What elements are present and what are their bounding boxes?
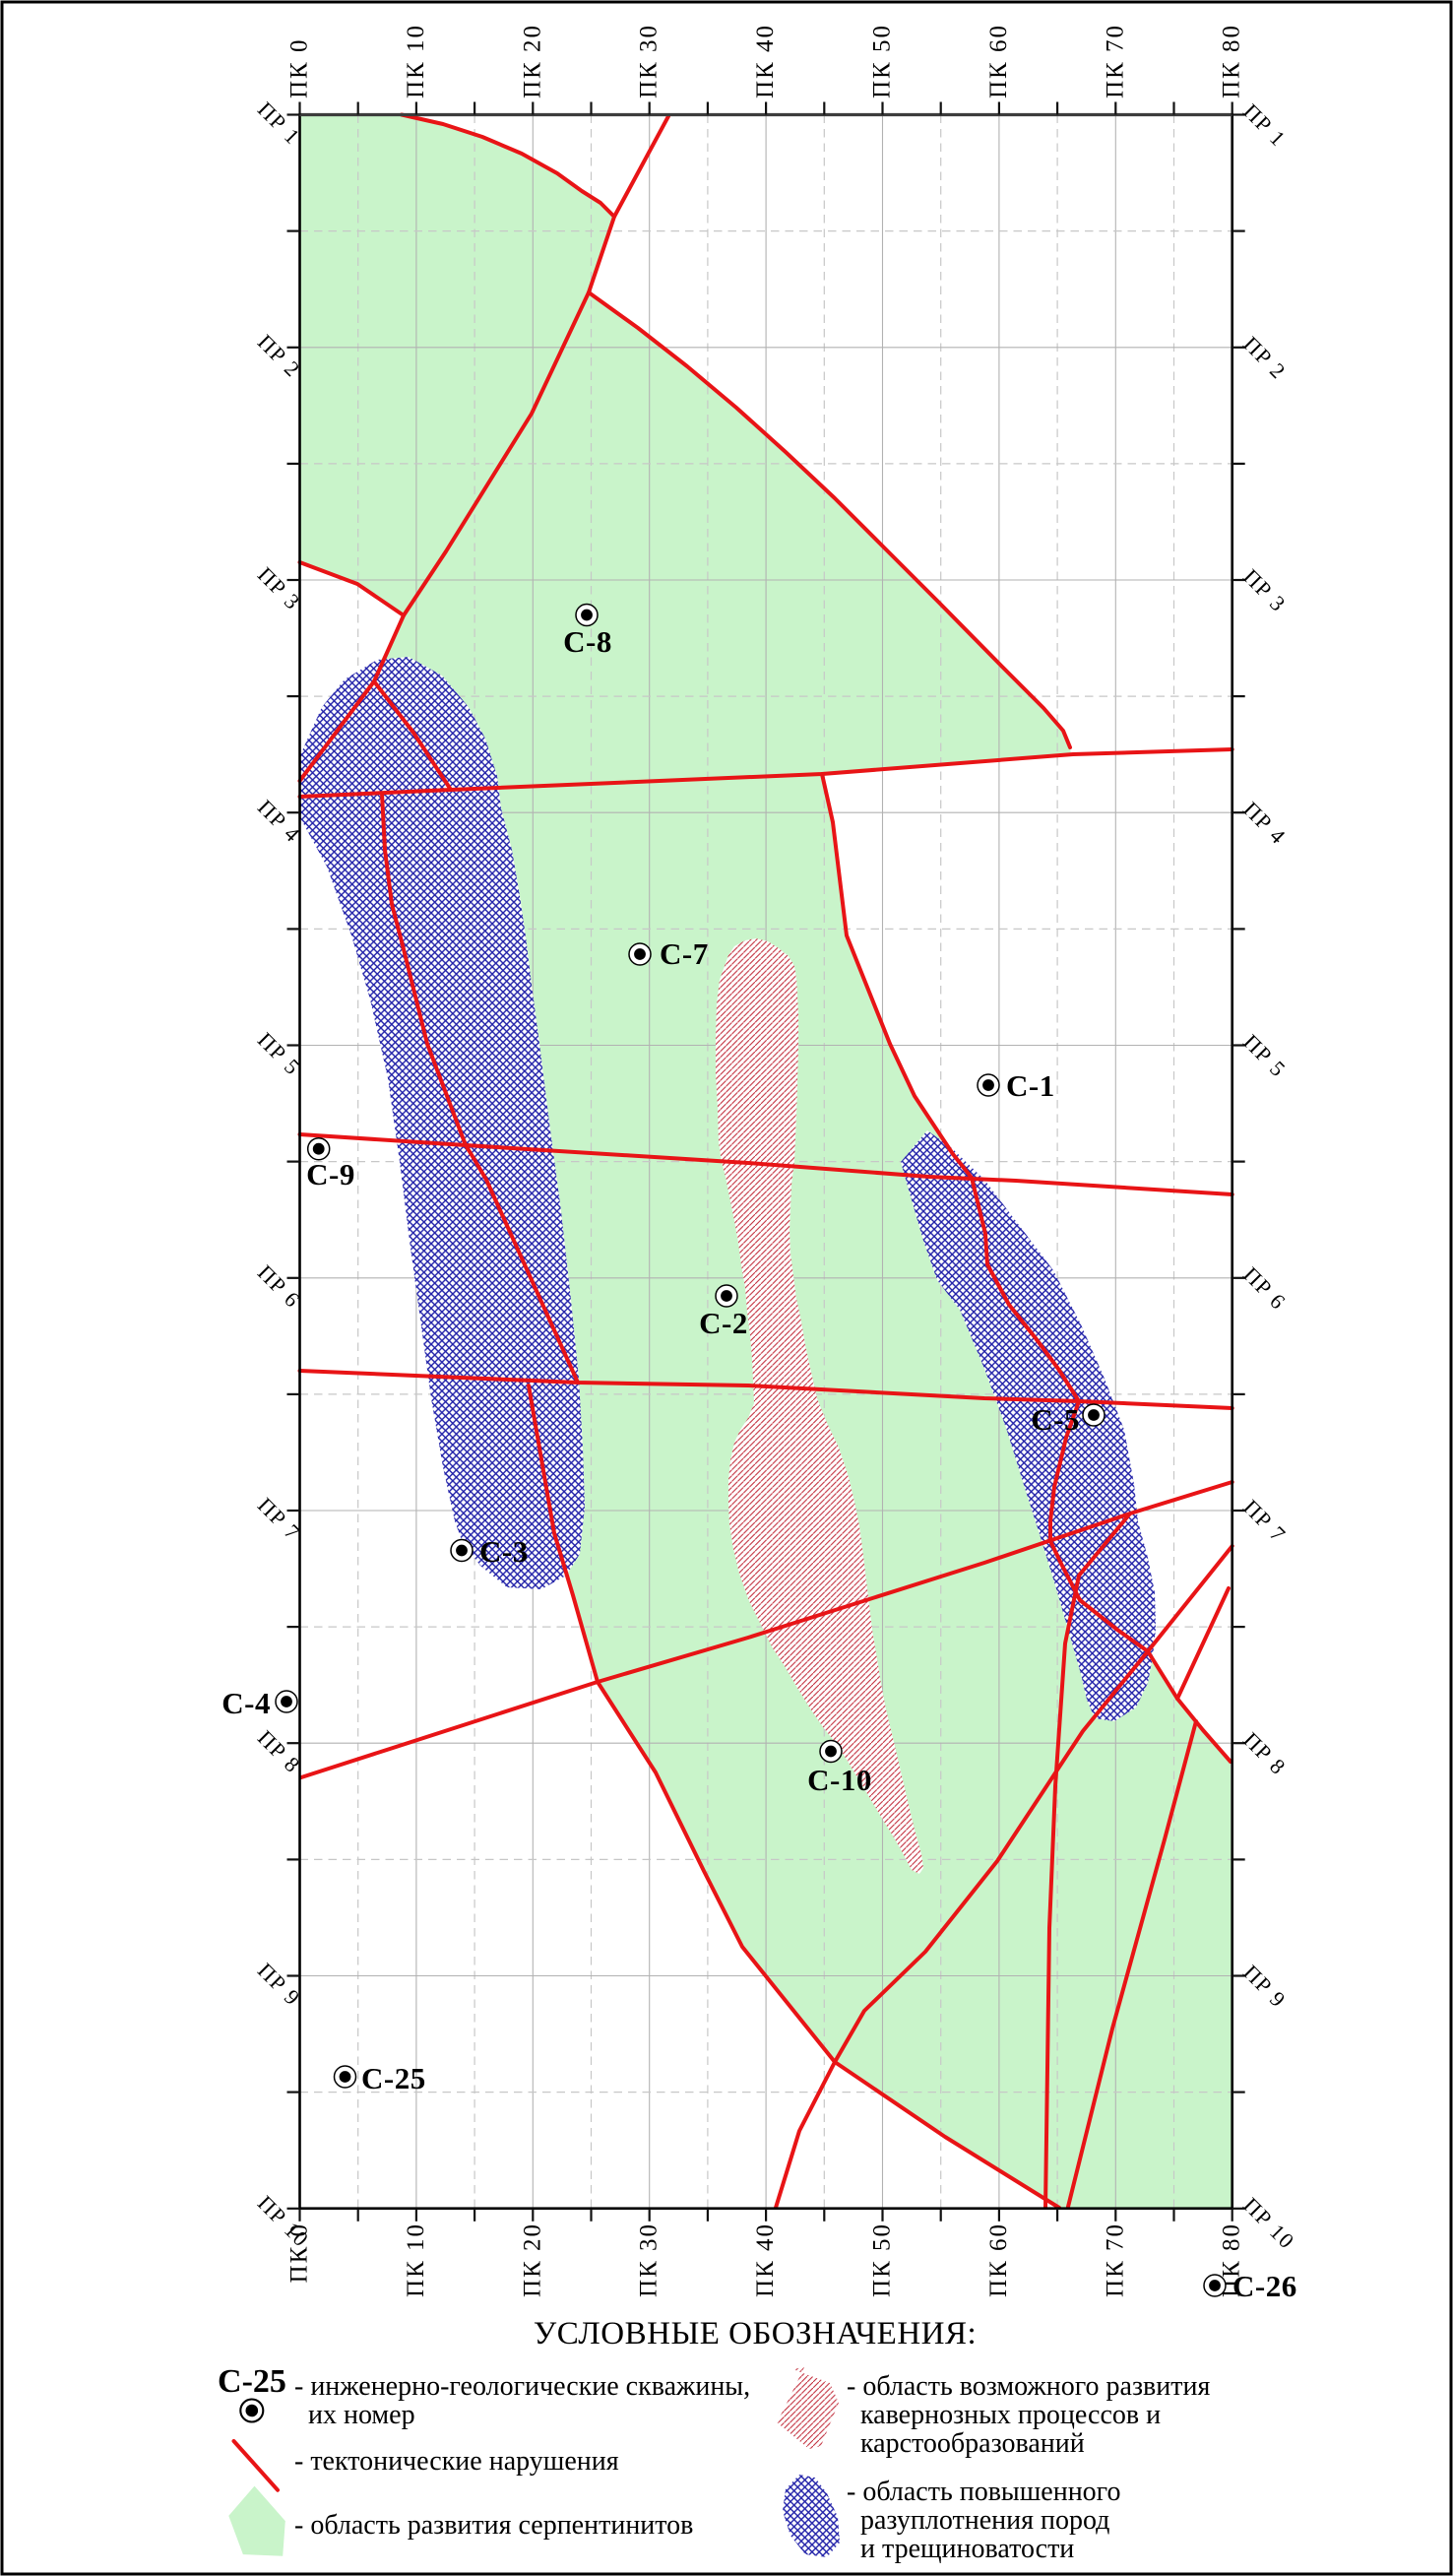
svg-text:ПК 50: ПК 50 (869, 2222, 896, 2297)
svg-text:карстообразований: карстообразований (860, 2428, 1085, 2459)
svg-text:ПК 70: ПК 70 (1102, 2222, 1128, 2297)
svg-text:ПК 30: ПК 30 (636, 2222, 663, 2297)
svg-text:ПК 80: ПК 80 (1219, 24, 1245, 98)
svg-text:- инженерно-геологические сква: - инженерно-геологические скважины, (294, 2371, 750, 2402)
svg-text:разуплотнения пород: разуплотнения пород (860, 2505, 1109, 2536)
svg-text:С-9: С-9 (306, 1157, 355, 1191)
svg-text:УСЛОВНЫЕ ОБОЗНАЧЕНИЯ:: УСЛОВНЫЕ ОБОЗНАЧЕНИЯ: (534, 2316, 977, 2351)
svg-text:- область возможного развития: - область возможного развития (847, 2371, 1210, 2402)
svg-text:ПК 0: ПК 0 (286, 2222, 313, 2283)
svg-text:ПК 50: ПК 50 (869, 24, 896, 98)
svg-text:ПК 70: ПК 70 (1102, 24, 1128, 98)
svg-text:С-25: С-25 (361, 2061, 426, 2095)
svg-text:ПК 60: ПК 60 (985, 24, 1012, 98)
svg-text:кавернозных процессов и: кавернозных процессов и (860, 2400, 1161, 2430)
svg-text:С-25: С-25 (218, 2363, 286, 2400)
svg-text:ПК 60: ПК 60 (985, 2222, 1012, 2297)
svg-text:- область развития серпентинит: - область развития серпентинитов (294, 2510, 693, 2541)
svg-text:ПК 20: ПК 20 (519, 24, 545, 98)
svg-text:ПК 10: ПК 10 (403, 2222, 429, 2297)
svg-text:- область повышенного: - область повышенного (847, 2477, 1120, 2507)
svg-text:С-7: С-7 (660, 936, 709, 971)
svg-text:ПК 30: ПК 30 (636, 24, 663, 98)
svg-text:С-1: С-1 (1006, 1068, 1055, 1103)
svg-text:С-8: С-8 (563, 624, 612, 659)
svg-text:- тектонические нарушения: - тектонические нарушения (294, 2446, 619, 2477)
svg-text:их номер: их номер (308, 2400, 415, 2430)
svg-text:С-10: С-10 (807, 1763, 872, 1797)
svg-text:и трещиноватости: и трещиноватости (860, 2534, 1074, 2564)
svg-text:С-5: С-5 (1031, 1402, 1080, 1437)
svg-text:С-2: С-2 (699, 1306, 748, 1340)
svg-text:С-4: С-4 (221, 1686, 271, 1720)
svg-text:ПК 40: ПК 40 (752, 2222, 779, 2297)
svg-text:С-3: С-3 (479, 1534, 529, 1569)
svg-text:ПК 40: ПК 40 (752, 24, 779, 98)
svg-text:ПК 20: ПК 20 (519, 2222, 545, 2297)
svg-text:ПК 0: ПК 0 (286, 38, 313, 98)
svg-text:ПК 10: ПК 10 (403, 24, 429, 98)
svg-text:С-26: С-26 (1232, 2269, 1297, 2303)
